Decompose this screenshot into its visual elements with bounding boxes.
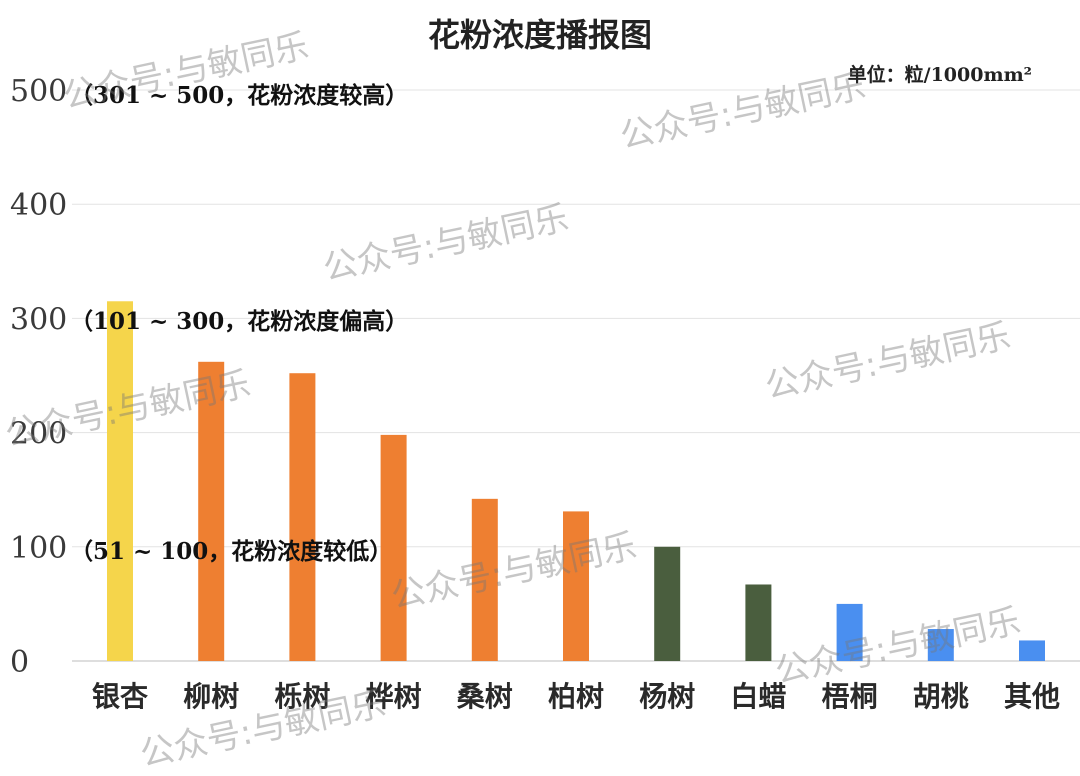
bar-chart: 0 100 200 300 400 500 银杏 柳树 栎树 桦树 桑树 柏树 杨树 白蜡 梧桐 胡桃 其他 [10,74,1080,713]
x-tick-label: 栎树 [274,680,330,713]
y-axis-ticks: 0 100 200 300 400 500 [10,74,67,680]
bar [198,361,225,661]
bar [836,603,863,661]
x-tick-label: 白蜡 [730,680,786,713]
x-tick-label: 胡桃 [913,680,969,713]
y-tick-label: 100 [10,531,67,566]
annotation-high: （301 ~ 500，花粉浓度较高） [70,82,409,109]
x-tick-label: 桦树 [366,680,422,713]
x-tick-label: 柳树 [183,680,239,713]
x-tick-label: 柏树 [548,680,604,713]
bar [927,629,954,661]
bar [289,373,316,661]
y-tick-label: 400 [10,188,67,223]
annotation-elevated: （101 ~ 300，花粉浓度偏高） [70,308,409,335]
bar [107,301,133,661]
bar [745,584,772,661]
bar [654,546,681,661]
bar [1019,640,1045,661]
x-tick-label: 其他 [1004,680,1060,713]
x-tick-label: 银杏 [92,680,148,713]
y-tick-label: 0 [10,645,29,680]
annotation-low: （51 ~ 100，花粉浓度较低） [70,538,393,565]
bar [563,511,589,661]
x-tick-label: 杨树 [639,680,695,713]
chart-title: 花粉浓度播报图 [427,16,652,54]
y-tick-label: 200 [10,417,67,452]
bar [471,498,498,661]
unit-label: 单位：粒/1000mm² [847,64,1032,86]
gridlines [72,89,1080,662]
y-tick-label: 300 [10,302,67,337]
x-tick-label: 梧桐 [822,680,878,713]
x-axis-category-labels: 银杏 柳树 栎树 桦树 桑树 柏树 杨树 白蜡 梧桐 胡桃 其他 [92,680,1060,713]
x-tick-label: 桑树 [457,680,513,713]
y-tick-label: 500 [10,74,67,109]
bar [380,434,407,661]
bars [107,301,1045,661]
